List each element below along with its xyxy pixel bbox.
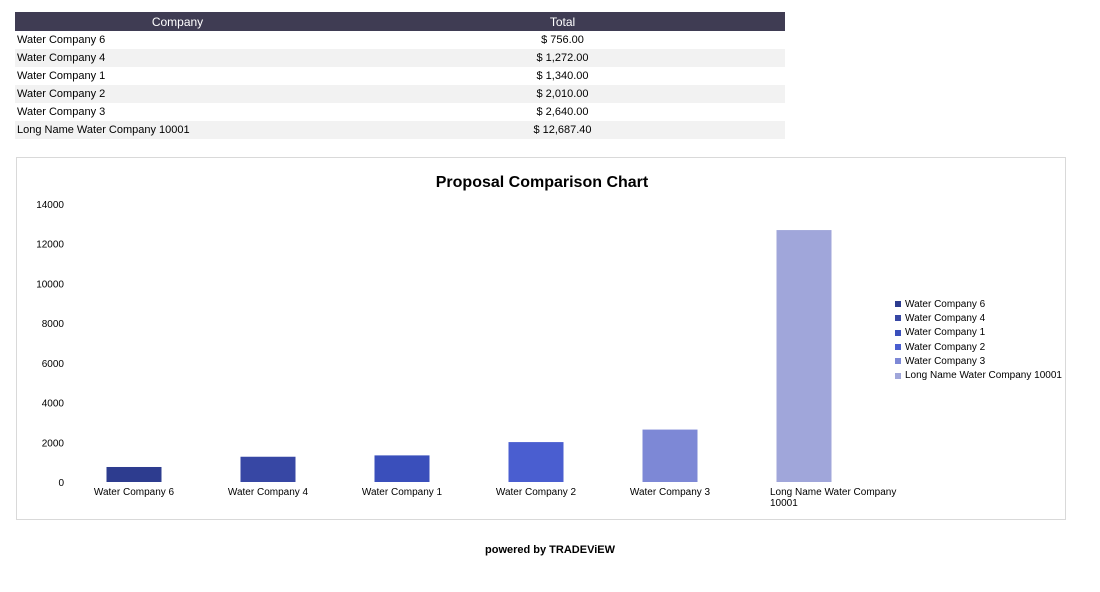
x-tick-label: Long Name Water Company 10001 <box>770 487 896 509</box>
table-row: Water Company 3 $ 2,640.00 <box>15 103 785 121</box>
table-row: Water Company 4 $ 1,272.00 <box>15 49 785 67</box>
company-cell: Water Company 3 <box>15 103 340 121</box>
legend-item: Long Name Water Company 10001 <box>895 368 1062 382</box>
legend-item: Water Company 4 <box>895 311 1062 325</box>
legend-swatch <box>895 344 901 351</box>
table-row: Water Company 2 $ 2,010.00 <box>15 85 785 103</box>
legend-swatch <box>895 358 901 365</box>
table-header-row: Company Total <box>15 12 785 31</box>
bar <box>106 466 162 482</box>
chart-legend: Water Company 6 Water Company 4 Water Comp… <box>895 297 1062 383</box>
y-tick-label: 2000 <box>42 438 65 449</box>
bar <box>508 442 564 482</box>
x-tick-label: Water Company 6 <box>94 487 175 498</box>
total-cell: $ 1,340.00 <box>340 67 785 85</box>
x-tick-label: Water Company 1 <box>362 487 443 498</box>
legend-label: Water Company 2 <box>905 341 986 353</box>
powered-by-footer: powered by TRADEViEW <box>485 544 615 556</box>
y-tick-label: 12000 <box>36 240 64 251</box>
bar <box>240 456 296 482</box>
chart-title: Proposal Comparison Chart <box>435 174 649 191</box>
x-tick-label: Water Company 3 <box>630 487 711 498</box>
y-tick-label: 0 <box>58 478 64 489</box>
legend-label: Water Company 4 <box>905 312 986 324</box>
legend-item: Water Company 1 <box>895 326 1062 340</box>
y-tick-label: 14000 <box>36 200 64 211</box>
y-tick-label: 8000 <box>42 319 65 330</box>
y-tick-label: 6000 <box>42 359 65 370</box>
bar <box>776 230 832 482</box>
total-cell: $ 12,687.40 <box>340 121 785 139</box>
x-tick-label: Water Company 2 <box>496 487 577 498</box>
legend-item: Water Company 2 <box>895 340 1062 354</box>
bar <box>374 455 430 482</box>
legend-swatch <box>895 301 901 308</box>
bar <box>642 429 698 482</box>
total-cell: $ 2,010.00 <box>340 85 785 103</box>
legend-label: Long Name Water Company 10001 <box>905 370 1062 382</box>
bar-chart: 0 2000 4000 6000 8000 10000 12000 14000 Water Co… <box>36 200 896 509</box>
total-cell: $ 1,272.00 <box>340 49 785 67</box>
legend-swatch <box>895 372 901 379</box>
legend-item: Water Company 6 <box>895 297 1062 311</box>
company-cell: Water Company 2 <box>15 85 340 103</box>
legend-swatch <box>895 315 901 322</box>
total-cell: $ 2,640.00 <box>340 103 785 121</box>
legend-swatch <box>895 329 901 336</box>
proposal-table: Company Total Water Company 6 $ 756.00 W… <box>15 12 785 139</box>
column-header-company: Company <box>15 12 340 31</box>
company-cell: Long Name Water Company 10001 <box>15 121 340 139</box>
table-row: Water Company 1 $ 1,340.00 <box>15 67 785 85</box>
table-row: Long Name Water Company 10001 $ 12,687.4… <box>15 121 785 139</box>
company-cell: Water Company 4 <box>15 49 340 67</box>
table-row: Water Company 6 $ 756.00 <box>15 31 785 49</box>
y-tick-label: 4000 <box>42 399 65 410</box>
legend-item: Water Company 3 <box>895 354 1062 368</box>
x-tick-label: Water Company 4 <box>228 487 309 498</box>
column-header-total: Total <box>340 12 785 31</box>
total-cell: $ 756.00 <box>340 31 785 49</box>
legend-label: Water Company 3 <box>905 355 986 367</box>
legend-label: Water Company 1 <box>905 327 986 339</box>
y-tick-label: 10000 <box>36 279 64 290</box>
company-cell: Water Company 6 <box>15 31 340 49</box>
legend-label: Water Company 6 <box>905 298 986 310</box>
chart-container: Proposal Comparison Chart 0 2000 4000 6000 8… <box>16 157 1066 520</box>
company-cell: Water Company 1 <box>15 67 340 85</box>
